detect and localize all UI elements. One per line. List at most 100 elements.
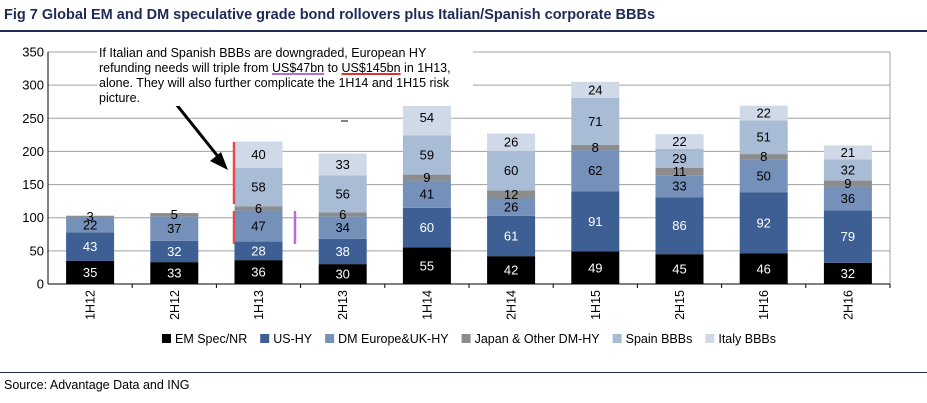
bar-segment — [318, 238, 367, 265]
data-label: 30 — [335, 267, 349, 282]
bar-segment — [571, 97, 620, 145]
data-label: 49 — [588, 260, 602, 275]
stacked-bar-chart: 3543223333237536284765840303834656335560… — [22, 45, 891, 346]
bar-segment — [655, 168, 704, 176]
bar-segment — [823, 262, 872, 284]
bar-segment — [571, 191, 620, 252]
data-label: 47 — [251, 219, 265, 234]
data-label: 59 — [420, 148, 434, 163]
data-label: 41 — [420, 187, 434, 202]
data-label: 8 — [760, 149, 767, 164]
data-label: 6 — [339, 207, 346, 222]
bar-segment — [655, 175, 704, 198]
data-label: 37 — [167, 221, 181, 236]
bar-segment — [739, 154, 788, 160]
annotation-callout: If Italian and Spanish BBBs are downgrad… — [97, 46, 473, 106]
bar-segment — [823, 210, 872, 263]
data-label: 22 — [756, 105, 770, 120]
data-label: 60 — [504, 163, 518, 178]
source-divider — [0, 372, 927, 373]
y-tick-label: 300 — [22, 78, 44, 93]
bar-segment — [823, 186, 872, 211]
data-label: 79 — [841, 229, 855, 244]
data-label: 35 — [83, 265, 97, 280]
bars — [66, 81, 872, 284]
bar-segment — [318, 153, 367, 176]
bar-segment — [739, 120, 788, 155]
y-tick-label: 250 — [22, 111, 44, 126]
annotation-line-2-mid: to — [324, 61, 342, 75]
data-label: 5 — [171, 207, 178, 222]
data-label: 9 — [844, 176, 851, 191]
data-label: 86 — [672, 218, 686, 233]
bar-segment — [66, 232, 115, 261]
bar-segment — [66, 260, 115, 284]
data-label: 3 — [86, 209, 93, 224]
bar-segment — [487, 150, 536, 191]
data-label: 38 — [335, 244, 349, 259]
legend-swatch — [612, 334, 622, 343]
data-label: 32 — [167, 244, 181, 259]
data-label: 24 — [588, 82, 602, 97]
data-label: 43 — [83, 239, 97, 254]
bar-segment — [66, 215, 115, 218]
x-tick-label: 2H12 — [168, 290, 182, 320]
annotation-line-4: picture. — [99, 91, 140, 105]
legend-items: EM Spec/NR US-HY DM Europe&UK-HY Japan & Ot… — [161, 332, 776, 346]
bar-segment — [234, 260, 283, 284]
bar-segment — [402, 135, 451, 175]
bar-segment — [318, 175, 367, 213]
data-label: 91 — [588, 214, 602, 229]
annotation-arrow-head — [210, 152, 228, 170]
x-tick-label: 1H16 — [757, 290, 771, 320]
data-label: 26 — [504, 200, 518, 215]
data-label: 9 — [423, 170, 430, 185]
bar-segment — [318, 216, 367, 239]
bar-segment — [318, 264, 367, 284]
x-tick-label: 2H16 — [841, 290, 855, 320]
x-tick-label: 1H12 — [84, 290, 98, 320]
bar-segment — [234, 210, 283, 242]
annotation-line-3: alone. They will also further complicate… — [99, 76, 449, 90]
bar-segment — [571, 144, 620, 151]
bar-segment — [487, 198, 536, 216]
data-label: 71 — [588, 114, 602, 129]
data-label: 40 — [251, 147, 265, 162]
data-label: 55 — [420, 258, 434, 273]
bar-segment — [655, 254, 704, 284]
data-label: 32 — [841, 162, 855, 177]
annotation-value-after: US$145bn — [341, 61, 401, 75]
data-label: 61 — [504, 228, 518, 243]
legend-label: DM Europe&UK-HY — [338, 332, 449, 346]
legend-label: Italy BBBs — [718, 332, 776, 346]
y-tick-label: 0 — [37, 277, 44, 292]
data-label: 11 — [673, 164, 687, 179]
bar-segment — [402, 180, 451, 208]
x-tick-label: 1H14 — [420, 290, 434, 320]
x-tick-label: 1H13 — [252, 290, 266, 320]
data-label: 26 — [504, 135, 518, 150]
y-tick-label: 150 — [22, 177, 44, 192]
data-label: 6 — [255, 201, 262, 216]
data-label: 32 — [841, 266, 855, 281]
bar-segment — [150, 240, 199, 263]
data-label: 22 — [672, 134, 686, 149]
bar-segment — [234, 168, 283, 207]
data-label: 56 — [335, 186, 349, 201]
annotation-line-2: refunding needs will triple from US$47bn… — [99, 61, 471, 76]
bar-segment — [487, 133, 536, 151]
bar-segment — [487, 190, 536, 199]
data-label: 29 — [672, 151, 686, 166]
data-label: 36 — [841, 191, 855, 206]
bar-segment — [150, 216, 199, 241]
data-label: 92 — [756, 216, 770, 231]
annotation-marks — [170, 98, 348, 244]
data-label: 12 — [504, 187, 518, 202]
data-label: 62 — [588, 163, 602, 178]
annotation-value-before: US$47bn — [272, 61, 325, 75]
legend-swatch — [325, 334, 335, 343]
legend-swatch — [461, 334, 471, 343]
bar-segment — [823, 145, 872, 160]
y-tick-label: 100 — [22, 210, 44, 225]
data-label: 33 — [672, 179, 686, 194]
